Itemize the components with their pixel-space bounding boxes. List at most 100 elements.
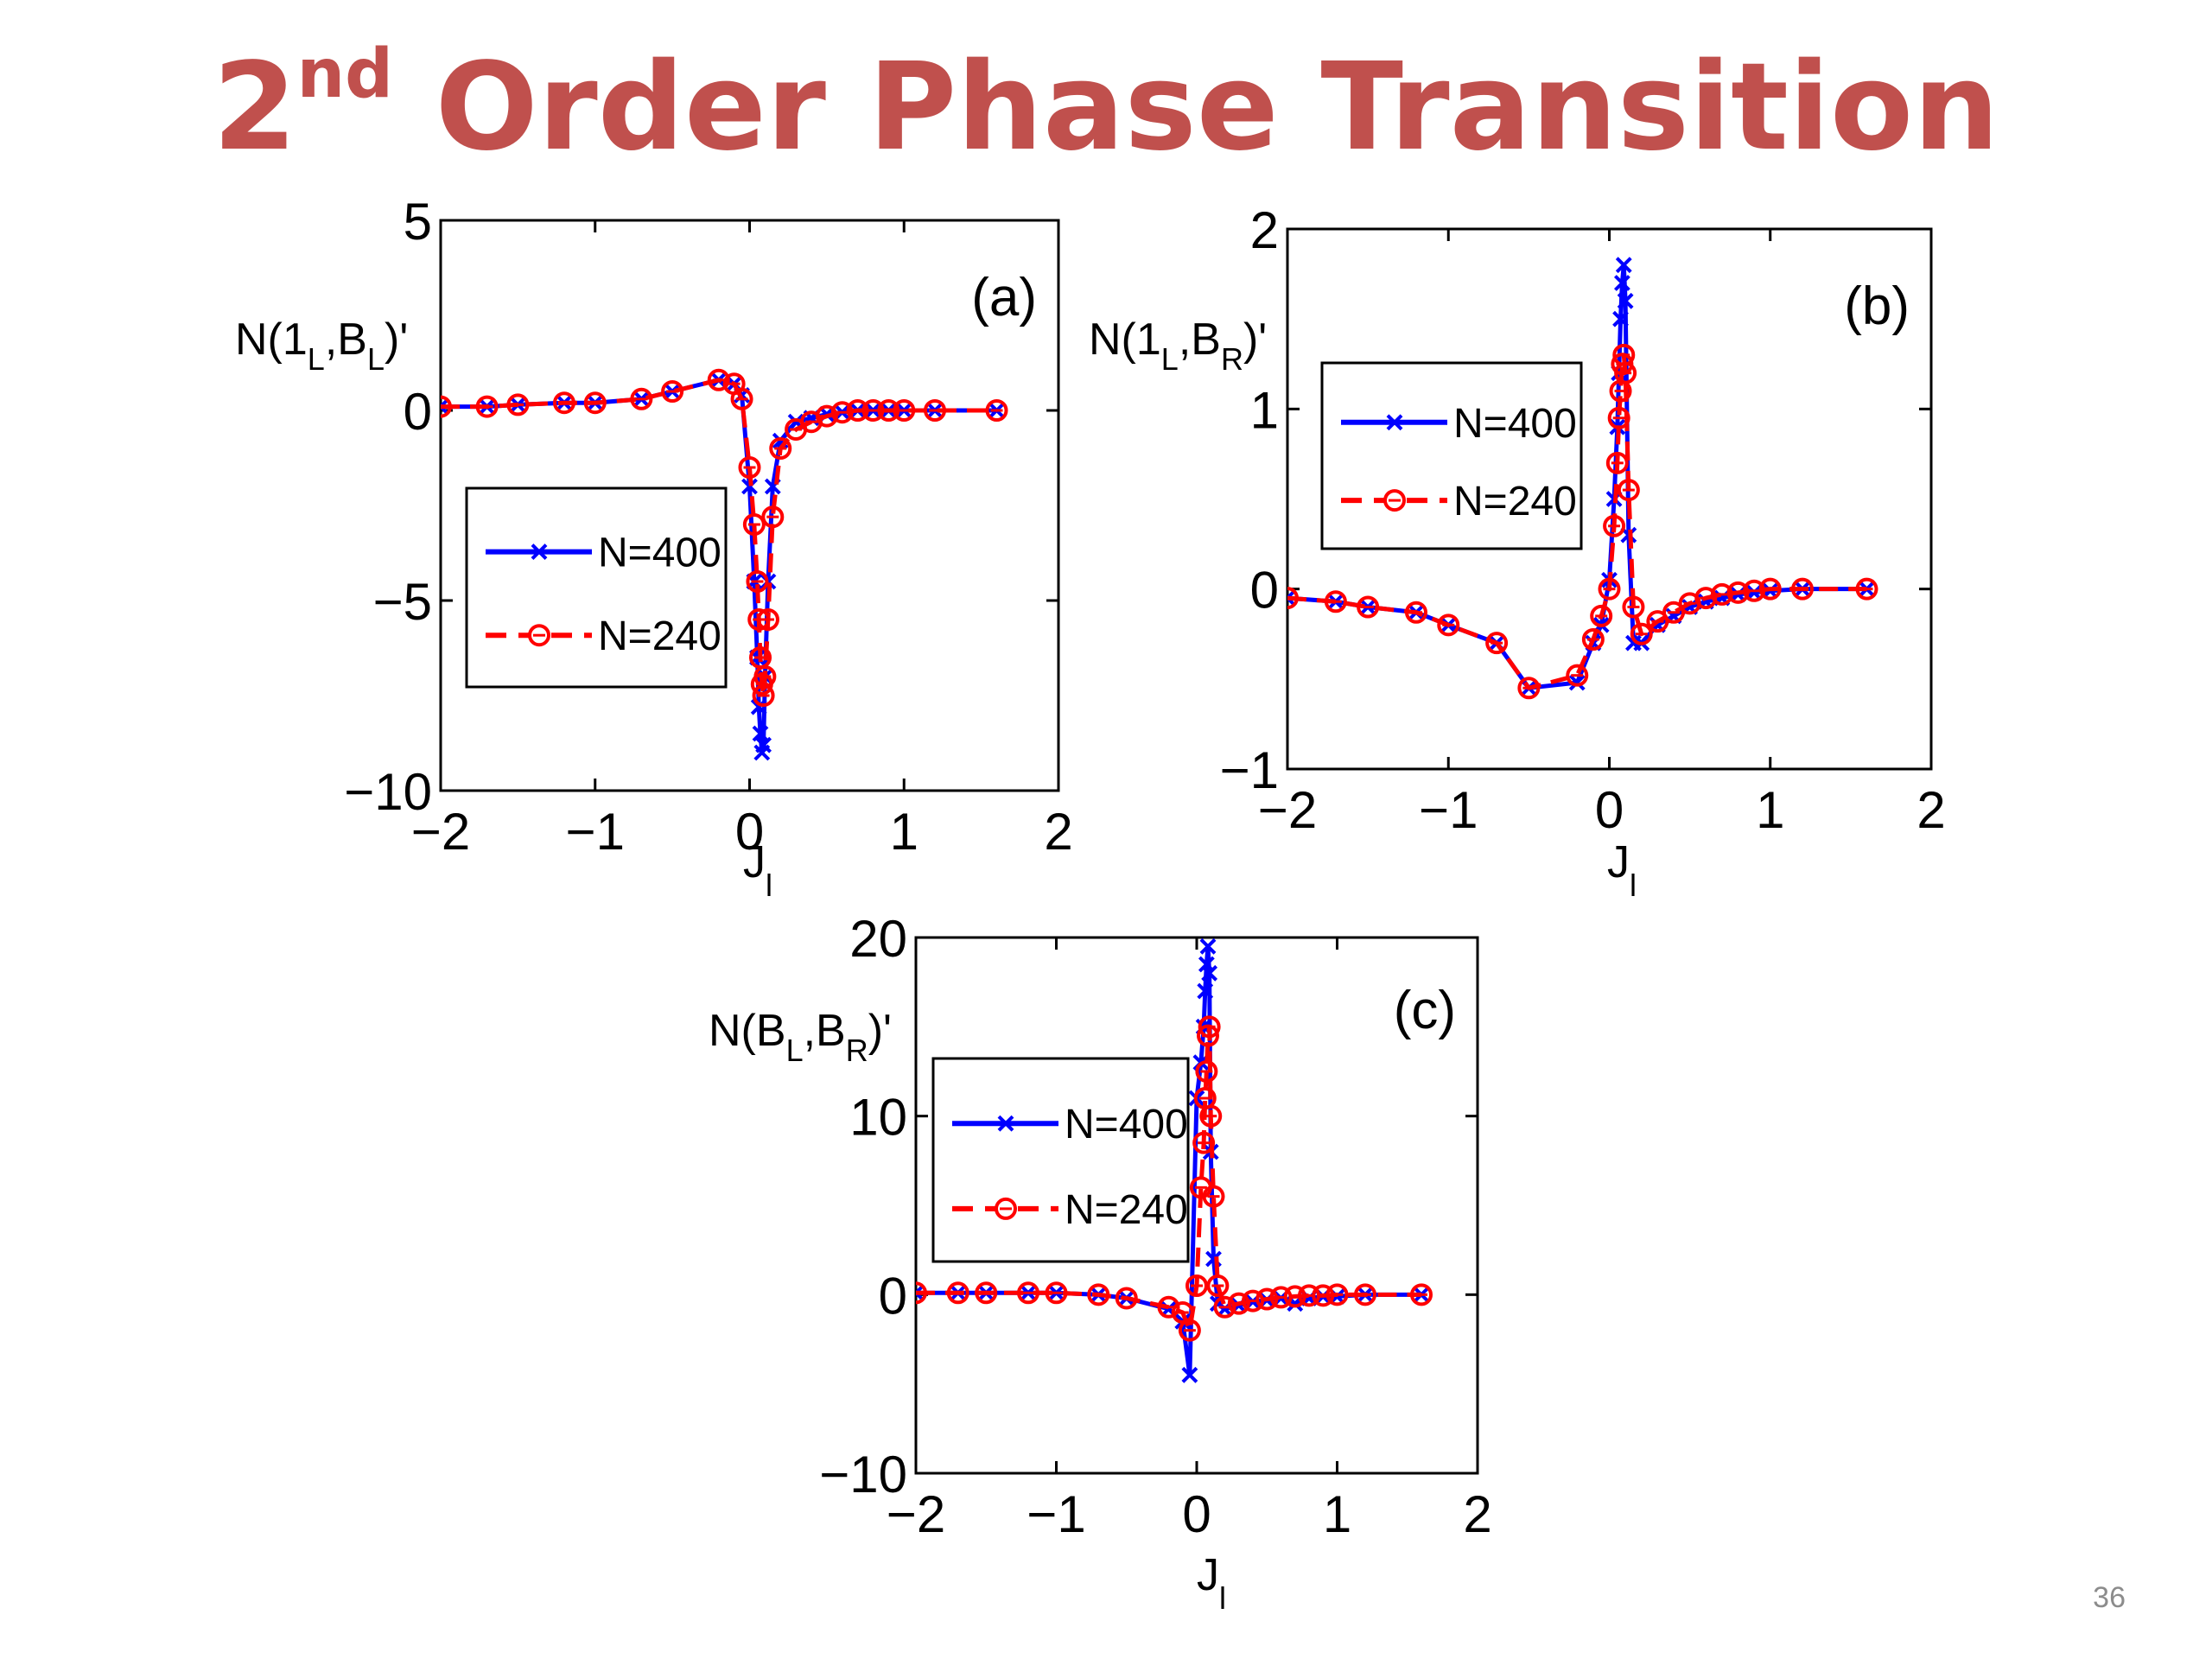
data-point-circle-marker bbox=[1791, 577, 1814, 601]
data-point-circle-marker bbox=[661, 380, 684, 403]
y-axis-label: N(BL,BR)' bbox=[709, 1006, 892, 1068]
data-point-circle-marker bbox=[441, 395, 452, 418]
data-point-circle-marker bbox=[1195, 1060, 1218, 1083]
legend-label: N=240 bbox=[598, 613, 721, 659]
page-number: 36 bbox=[2093, 1581, 2126, 1614]
data-point-x-marker bbox=[1201, 964, 1218, 982]
data-point-circle-marker bbox=[975, 1281, 998, 1305]
legend-label: N=240 bbox=[1453, 479, 1577, 524]
x-tick-label: 1 bbox=[1323, 1485, 1351, 1543]
data-point-x-marker bbox=[916, 1284, 925, 1301]
data-point-x-marker bbox=[1615, 257, 1632, 274]
data-point-circle-marker bbox=[1607, 406, 1630, 429]
data-point-circle-marker bbox=[1630, 622, 1653, 645]
y-tick-label: 10 bbox=[849, 1089, 907, 1147]
y-tick-label: 0 bbox=[404, 383, 432, 441]
data-point-circle-marker bbox=[946, 1281, 969, 1305]
data-point-circle-marker bbox=[1199, 1104, 1223, 1128]
series-group bbox=[916, 938, 1433, 1383]
data-point-circle-marker bbox=[1255, 1287, 1279, 1311]
data-point-circle-marker bbox=[1855, 577, 1878, 601]
data-point-circle-marker bbox=[1598, 577, 1621, 601]
data-point-x-marker bbox=[741, 478, 758, 495]
data-point-circle-marker bbox=[815, 404, 838, 428]
y-tick-label: 20 bbox=[849, 916, 907, 968]
y-tick-label: 5 bbox=[404, 194, 432, 251]
x-tick-label: −2 bbox=[411, 803, 470, 861]
data-point-circle-marker bbox=[742, 513, 766, 536]
x-axis-label-sub: l bbox=[766, 868, 772, 903]
panel-tag: (a) bbox=[971, 268, 1037, 327]
x-axis-label-main: J bbox=[743, 837, 766, 887]
data-point-x-marker bbox=[1613, 275, 1630, 291]
y-tick-label: 0 bbox=[879, 1267, 907, 1325]
data-point-circle-marker bbox=[1410, 1283, 1433, 1306]
data-point-x-marker bbox=[441, 398, 449, 416]
data-point-circle-marker bbox=[1325, 1283, 1349, 1306]
data-point-circle-marker bbox=[746, 570, 769, 593]
data-point-circle-marker bbox=[1710, 582, 1733, 606]
data-point-circle-marker bbox=[1603, 514, 1626, 537]
data-point-x-marker bbox=[1181, 1366, 1198, 1383]
x-tick-label: −2 bbox=[887, 1485, 945, 1543]
x-axis-label-sub: l bbox=[1630, 868, 1637, 903]
x-tick-label: −2 bbox=[1258, 781, 1317, 839]
data-point-circle-marker bbox=[1517, 677, 1541, 700]
y-axis-label-main: N(B bbox=[709, 1006, 786, 1056]
data-point-x-marker bbox=[750, 698, 767, 715]
legend-label: N=400 bbox=[598, 531, 721, 576]
data-point-circle-marker bbox=[707, 368, 730, 391]
legend-label: N=400 bbox=[1065, 1102, 1188, 1147]
data-point-circle-marker bbox=[1605, 451, 1629, 474]
x-tick-label: −1 bbox=[566, 803, 625, 861]
data-point-circle-marker bbox=[475, 395, 499, 418]
data-point-circle-marker bbox=[1017, 1281, 1039, 1305]
legend-label: N=240 bbox=[1065, 1187, 1188, 1233]
legend-box bbox=[931, 1057, 1190, 1263]
x-tick-label: 0 bbox=[1595, 781, 1624, 839]
data-point-circle-marker bbox=[730, 387, 753, 410]
data-point-circle-marker bbox=[1437, 613, 1460, 637]
data-point-circle-marker bbox=[1157, 1295, 1180, 1319]
data-point-circle-marker bbox=[1242, 1289, 1264, 1313]
x-axis-label-sub: l bbox=[1219, 1580, 1226, 1616]
data-point-circle-marker bbox=[1178, 1319, 1201, 1342]
data-point-circle-marker bbox=[738, 456, 761, 479]
x-tick-label: −1 bbox=[1419, 781, 1478, 839]
y-axis-label-sub1: L bbox=[1161, 341, 1179, 377]
data-point-x-marker bbox=[1197, 982, 1214, 1000]
legend-marker-x bbox=[1386, 414, 1403, 431]
data-point-circle-marker bbox=[1622, 595, 1645, 619]
data-point-circle-marker bbox=[1614, 361, 1637, 385]
data-point-circle-marker bbox=[1202, 1185, 1225, 1208]
data-point-circle-marker bbox=[1354, 1283, 1376, 1306]
legend-box bbox=[465, 486, 728, 689]
data-point-circle-marker bbox=[924, 399, 946, 422]
x-tick-label: 2 bbox=[1916, 781, 1945, 839]
y-axis-label-mid: ,B bbox=[804, 1006, 846, 1056]
data-point-x-marker bbox=[1568, 674, 1586, 691]
data-point-circle-marker bbox=[1405, 601, 1427, 624]
x-tick-label: 2 bbox=[1463, 1485, 1491, 1543]
y-tick-label: −10 bbox=[344, 763, 432, 821]
x-tick-label: 1 bbox=[890, 803, 918, 861]
y-tick-label: −1 bbox=[1220, 741, 1279, 799]
data-point-x-marker bbox=[1198, 956, 1215, 973]
y-axis-label-sub1: L bbox=[786, 1033, 804, 1068]
data-point-circle-marker bbox=[1726, 581, 1750, 604]
x-axis-label: Jl bbox=[1607, 837, 1637, 903]
x-tick-label: 0 bbox=[1182, 1485, 1211, 1543]
x-tick-label: 0 bbox=[735, 803, 764, 861]
y-tick-label: −10 bbox=[819, 1446, 907, 1503]
data-point-circle-marker bbox=[1357, 595, 1380, 619]
data-point-circle-marker bbox=[1694, 587, 1718, 610]
data-point-circle-marker bbox=[1087, 1283, 1110, 1306]
y-axis-label-sub2: R bbox=[846, 1033, 868, 1068]
legend-marker-x bbox=[531, 543, 548, 561]
data-point-x-marker bbox=[752, 725, 769, 742]
panel-tag: (c) bbox=[1394, 981, 1456, 1040]
data-point-circle-marker bbox=[506, 393, 530, 416]
